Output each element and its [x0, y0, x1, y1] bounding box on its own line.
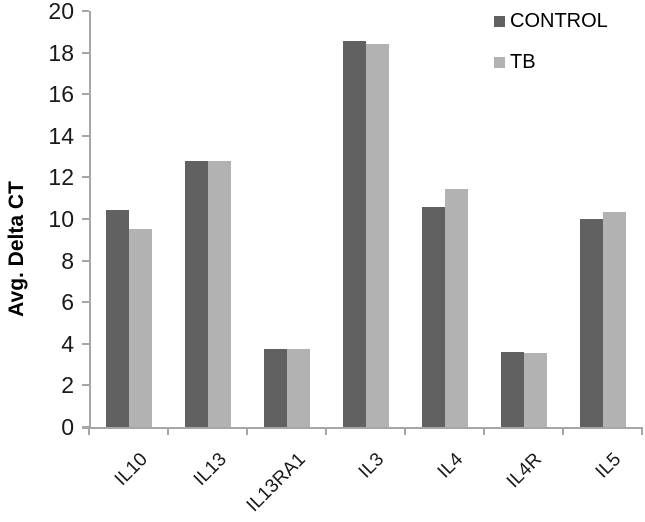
y-tick-20	[82, 10, 89, 12]
bar-tb-il3	[366, 44, 389, 427]
legend-label: TB	[510, 51, 536, 73]
y-tick-18	[82, 51, 89, 54]
y-tick-8	[82, 259, 89, 262]
x-tick-2	[246, 427, 248, 435]
y-tick-label-12: 12	[48, 164, 74, 191]
legend-label: CONTROL	[510, 10, 608, 32]
y-tick-6	[82, 301, 89, 304]
legend: CONTROL TB	[494, 10, 608, 73]
y-tick-label-14: 14	[48, 122, 74, 149]
bar-tb-il4r	[524, 353, 547, 427]
y-tick-label-16: 16	[48, 81, 74, 108]
y-axis-line	[89, 11, 91, 429]
bar-tb-il4	[445, 189, 468, 427]
x-tick-4	[404, 427, 406, 435]
y-tick-label-10: 10	[48, 206, 74, 232]
x-category-label-il5: IL5	[591, 449, 626, 483]
y-tick-label-2: 2	[61, 372, 74, 399]
x-axis-line	[82, 427, 643, 429]
y-tick-4	[82, 342, 89, 345]
legend-swatch-icon	[494, 56, 505, 68]
y-tick-label-4: 4	[61, 330, 74, 357]
y-tick-2	[82, 384, 89, 387]
bar-tb-il10	[129, 229, 152, 427]
y-tick-label-0: 0	[61, 414, 74, 440]
bar-control-il10	[106, 210, 129, 427]
y-tick-16	[82, 93, 89, 96]
y-tick-10	[82, 218, 89, 220]
x-tick-1	[167, 427, 169, 435]
legend-entry-control: CONTROL	[494, 10, 608, 32]
bar-control-il4r	[501, 352, 524, 427]
x-tick-0	[88, 427, 90, 435]
bar-control-il13	[185, 161, 208, 427]
legend-swatch-icon	[494, 15, 505, 27]
bar-tb-il13	[208, 161, 231, 427]
x-category-label-il13ra1: IL13RA1	[242, 449, 310, 517]
x-category-label-il4r: IL4R	[503, 449, 547, 493]
y-tick-label-8: 8	[61, 247, 74, 274]
x-tick-3	[325, 427, 327, 435]
y-tick-label-18: 18	[48, 39, 74, 66]
y-tick-14	[82, 134, 89, 137]
x-tick-5	[483, 427, 485, 435]
bar-control-il13ra1	[264, 349, 287, 427]
bar-control-il4	[422, 207, 445, 427]
bar-tb-il5	[603, 212, 626, 427]
x-category-label-il3: IL3	[354, 449, 389, 483]
x-category-label-il13: IL13	[189, 449, 231, 491]
x-tick-7	[641, 427, 643, 435]
x-category-label-il10: IL10	[110, 449, 152, 491]
y-tick-label-6: 6	[61, 289, 74, 316]
bar-tb-il13ra1	[287, 349, 310, 427]
x-category-label-il4: IL4	[433, 449, 468, 483]
bar-control-il5	[580, 219, 603, 427]
bar-control-il3	[343, 41, 366, 427]
legend-entry-tb: TB	[494, 51, 608, 73]
x-tick-6	[562, 427, 564, 435]
y-tick-12	[82, 176, 89, 179]
y-tick-label-20: 20	[48, 0, 74, 24]
